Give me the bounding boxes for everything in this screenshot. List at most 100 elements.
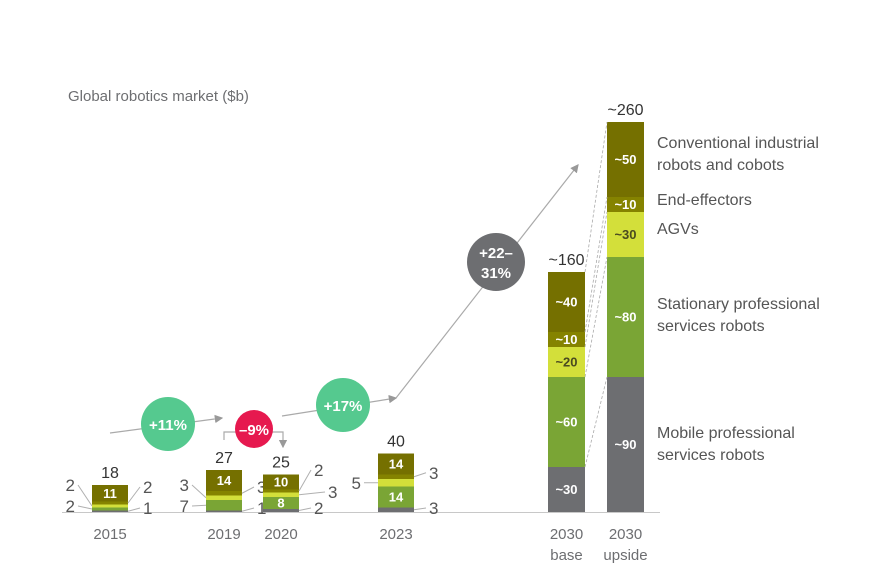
segment-label: ~90	[614, 437, 636, 452]
leader-line	[127, 486, 141, 504]
segment-label: 2	[314, 461, 323, 480]
growth-bubble: +17%	[316, 378, 370, 432]
segment-label: 11	[103, 486, 117, 501]
bar-segment-agvs	[378, 479, 414, 487]
growth-bubble: +11%	[141, 397, 195, 451]
bar-segment-agvs	[206, 495, 242, 500]
growth-label: +11%	[149, 417, 187, 434]
segment-label: ~30	[614, 227, 636, 242]
bar-segment-mobile-professional-services-robots	[548, 467, 585, 512]
bar-segment-end-effectors	[548, 332, 585, 347]
x-tick-label: 2015	[93, 526, 126, 543]
segment-label: 2	[66, 497, 75, 516]
leader-line	[191, 484, 207, 499]
bar-segment-end-effectors	[92, 501, 128, 505]
bar-segment-stationary-professional-services-robots	[92, 507, 128, 511]
x-tick-label: 2020	[264, 526, 297, 543]
segment-label: 2	[66, 476, 75, 495]
total-label: ~160	[548, 252, 584, 269]
connector-line	[584, 376, 608, 468]
leader-line	[127, 507, 141, 512]
segment-label: 2	[143, 478, 152, 497]
connector-line	[584, 256, 608, 378]
growth-label: –9%	[239, 422, 269, 439]
connector-line	[584, 121, 608, 273]
growth-bubble-circle	[141, 397, 195, 451]
legend-item: robots and cobots	[657, 157, 784, 174]
segment-label: 3	[429, 464, 438, 483]
bar-segment-end-effectors	[378, 474, 414, 479]
legend-item: Stationary professional	[657, 296, 820, 313]
bar-2019: 1 7 3 3 14 27 2019	[180, 450, 267, 543]
leader-line	[413, 472, 427, 478]
bar-segment-end-effectors	[263, 489, 299, 493]
bar-segment-conventional-industrial-robots-and-cobots	[206, 470, 242, 491]
segment-label: ~60	[555, 415, 577, 430]
x-tick-label: base	[550, 547, 583, 564]
chart-title: Global robotics market ($b)	[68, 88, 249, 105]
segment-label: 1	[143, 499, 152, 518]
legend-item: AGVs	[657, 221, 699, 238]
segment-label: 1	[257, 499, 266, 518]
growth-label: 31%	[481, 265, 511, 282]
legend-item: End-effectors	[657, 192, 752, 209]
bar-segment-conventional-industrial-robots-and-cobots	[378, 453, 414, 475]
leader-line	[413, 507, 427, 511]
leader-line	[298, 469, 312, 492]
bar-segment-agvs	[92, 504, 128, 508]
bar-segment-stationary-professional-services-robots	[607, 257, 644, 377]
legend-item: services robots	[657, 447, 765, 464]
total-label: 25	[272, 455, 290, 472]
segment-label: ~40	[555, 295, 577, 310]
connector-line	[584, 196, 608, 333]
bar-segment-mobile-professional-services-robots	[263, 509, 299, 512]
x-tick-label: 2019	[207, 526, 240, 543]
bar-segment-agvs	[607, 212, 644, 257]
segment-label: 3	[429, 499, 438, 518]
legend: Conventional industrial robots and cobots…	[657, 135, 820, 464]
bar-segment-end-effectors	[607, 197, 644, 212]
segment-label: ~30	[555, 482, 577, 497]
segment-label: 3	[257, 478, 266, 497]
bar-segment-mobile-professional-services-robots	[92, 510, 128, 512]
bar-segment-conventional-industrial-robots-and-cobots	[548, 272, 585, 332]
bar-segment-agvs	[548, 347, 585, 377]
connector-line	[584, 211, 608, 348]
bar-segment-stationary-professional-services-robots	[548, 377, 585, 467]
total-label: 40	[387, 434, 405, 451]
leader-line	[298, 507, 312, 511]
segment-label: 14	[389, 490, 404, 505]
growth-bubble-circle	[235, 410, 273, 448]
segment-label: 14	[217, 473, 232, 488]
growth-bubble-circle	[467, 233, 525, 291]
leader-line	[77, 484, 93, 507]
bar-segment-conventional-industrial-robots-and-cobots	[607, 122, 644, 197]
bar-2030-base: ~30 ~60 ~20 ~10 ~40 ~160 2030 base	[548, 252, 585, 564]
growth-label: +17%	[324, 398, 363, 415]
segment-label: 10	[274, 475, 288, 490]
leader-line	[191, 504, 207, 507]
segment-label: ~10	[555, 332, 577, 347]
segment-label: 3	[180, 476, 189, 495]
bar-2023: 3 14 5 3 14 40 2023	[352, 434, 439, 544]
bar-segment-stationary-professional-services-robots	[378, 486, 414, 508]
total-label: 27	[215, 450, 233, 467]
bar-2015: 1 2 2 2 11 18 2015	[66, 465, 153, 543]
x-tick-label: 2030	[609, 526, 642, 543]
legend-item: Conventional industrial	[657, 135, 819, 152]
growth-bubbles: +11% –9% +17% +22– 31%	[141, 233, 525, 451]
bar-segment-stationary-professional-services-robots	[263, 497, 299, 509]
x-tick-label: upside	[603, 547, 647, 564]
leader-line	[298, 491, 326, 496]
bar-segment-end-effectors	[206, 491, 242, 496]
total-label: ~260	[607, 102, 643, 119]
segment-label: 14	[389, 457, 404, 472]
bar-segment-agvs	[263, 492, 299, 497]
bar-segment-stationary-professional-services-robots	[206, 500, 242, 511]
growth-bubble: +22– 31%	[467, 233, 525, 291]
segment-label: 3	[328, 483, 337, 502]
leader-line	[241, 486, 255, 494]
x-tick-label: 2023	[379, 526, 412, 543]
